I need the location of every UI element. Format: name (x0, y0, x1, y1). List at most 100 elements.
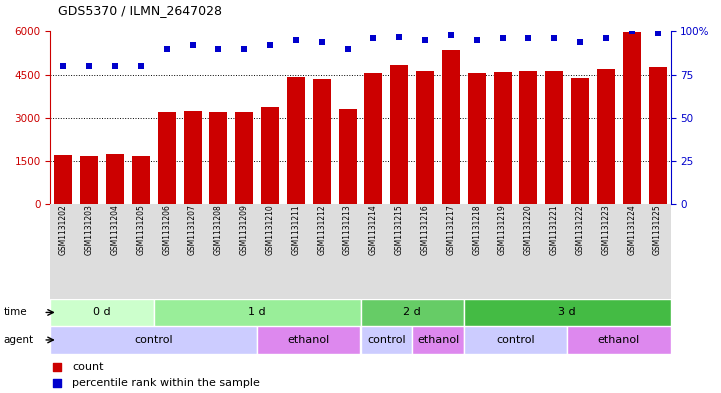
Text: control: control (367, 335, 406, 345)
Point (471, 37, 482, 43)
Text: GSM1131223: GSM1131223 (601, 204, 611, 255)
Text: GSM1131216: GSM1131216 (420, 204, 430, 255)
Text: GSM1131202: GSM1131202 (59, 204, 68, 255)
Text: time: time (4, 307, 27, 318)
Point (110, 63, 121, 69)
Point (652, 30, 663, 36)
Bar (235, 112, 253, 204)
Bar (545, 71, 563, 204)
Point (445, 32, 456, 38)
Point (523, 35, 534, 42)
Bar (412, 326, 464, 354)
Point (187, 42, 198, 48)
Point (316, 39, 327, 45)
Text: GSM1131210: GSM1131210 (265, 204, 275, 255)
Bar (54, 155, 72, 204)
Text: GDS5370 / ILMN_2647028: GDS5370 / ILMN_2647028 (58, 4, 221, 17)
Text: agent: agent (4, 335, 34, 345)
Point (497, 35, 508, 42)
Bar (50, 299, 154, 326)
Point (549, 35, 560, 42)
Bar (158, 112, 176, 204)
Point (420, 37, 431, 43)
Text: ethanol: ethanol (598, 335, 640, 345)
Text: GSM1131215: GSM1131215 (395, 204, 404, 255)
Text: GSM1131217: GSM1131217 (446, 204, 456, 255)
Bar (80, 156, 98, 204)
Text: GSM1131208: GSM1131208 (214, 204, 223, 255)
Bar (184, 111, 202, 204)
Bar (567, 326, 671, 354)
Bar (597, 70, 615, 204)
Text: ethanol: ethanol (288, 335, 330, 345)
Point (58, 63, 69, 69)
Text: percentile rank within the sample: percentile rank within the sample (72, 378, 260, 388)
Bar (50, 204, 671, 299)
Point (342, 46, 353, 52)
Bar (257, 326, 360, 354)
Point (626, 28, 637, 35)
Text: GSM1131204: GSM1131204 (110, 204, 120, 255)
Bar (416, 72, 434, 204)
Point (411, 138, 423, 144)
Text: ethanol: ethanol (417, 335, 459, 345)
Bar (519, 71, 537, 204)
Bar (571, 78, 589, 204)
Bar (287, 77, 305, 204)
Text: control: control (135, 335, 173, 345)
Text: GSM1131211: GSM1131211 (291, 204, 301, 255)
Text: GSM1131218: GSM1131218 (472, 204, 481, 255)
Point (575, 39, 586, 45)
Bar (390, 65, 408, 204)
Bar (364, 73, 382, 204)
Point (411, 281, 423, 287)
Text: GSM1131206: GSM1131206 (162, 204, 171, 255)
Text: 3 d: 3 d (558, 307, 576, 318)
Bar (132, 156, 150, 204)
Text: GSM1131212: GSM1131212 (317, 204, 326, 255)
Bar (154, 299, 360, 326)
Text: 0 d: 0 d (93, 307, 111, 318)
Text: GSM1131213: GSM1131213 (343, 204, 352, 255)
Bar (464, 326, 567, 354)
Point (394, 33, 405, 40)
Text: GSM1131224: GSM1131224 (627, 204, 636, 255)
Bar (261, 107, 279, 204)
Point (239, 46, 250, 52)
Point (265, 42, 276, 48)
Point (368, 35, 379, 42)
Point (600, 35, 611, 42)
Point (84, 63, 95, 69)
Text: GSM1131220: GSM1131220 (524, 204, 533, 255)
Text: GSM1131205: GSM1131205 (136, 204, 146, 255)
Bar (106, 154, 124, 204)
Bar (494, 72, 512, 204)
Text: control: control (496, 335, 535, 345)
Bar (339, 109, 357, 204)
Bar (464, 299, 671, 326)
Bar (649, 68, 667, 204)
Bar (623, 32, 641, 204)
Bar (50, 326, 257, 354)
Point (135, 63, 146, 69)
Text: 1 d: 1 d (248, 307, 266, 318)
Bar (468, 73, 486, 204)
Text: GSM1131219: GSM1131219 (498, 204, 507, 255)
Bar (360, 299, 464, 326)
Text: GSM1131203: GSM1131203 (85, 204, 94, 255)
Bar (360, 326, 412, 354)
Point (161, 46, 172, 52)
Bar (442, 50, 460, 204)
Text: 2 d: 2 d (403, 307, 421, 318)
Text: GSM1131214: GSM1131214 (369, 204, 378, 255)
Bar (209, 112, 227, 204)
Text: GSM1131207: GSM1131207 (188, 204, 197, 255)
Bar (313, 79, 331, 204)
Point (290, 37, 301, 43)
Text: GSM1131222: GSM1131222 (575, 204, 585, 255)
Text: GSM1131209: GSM1131209 (240, 204, 249, 255)
Point (213, 46, 224, 52)
Text: GSM1131221: GSM1131221 (550, 204, 559, 255)
Text: count: count (72, 362, 104, 373)
Text: GSM1131225: GSM1131225 (653, 204, 662, 255)
